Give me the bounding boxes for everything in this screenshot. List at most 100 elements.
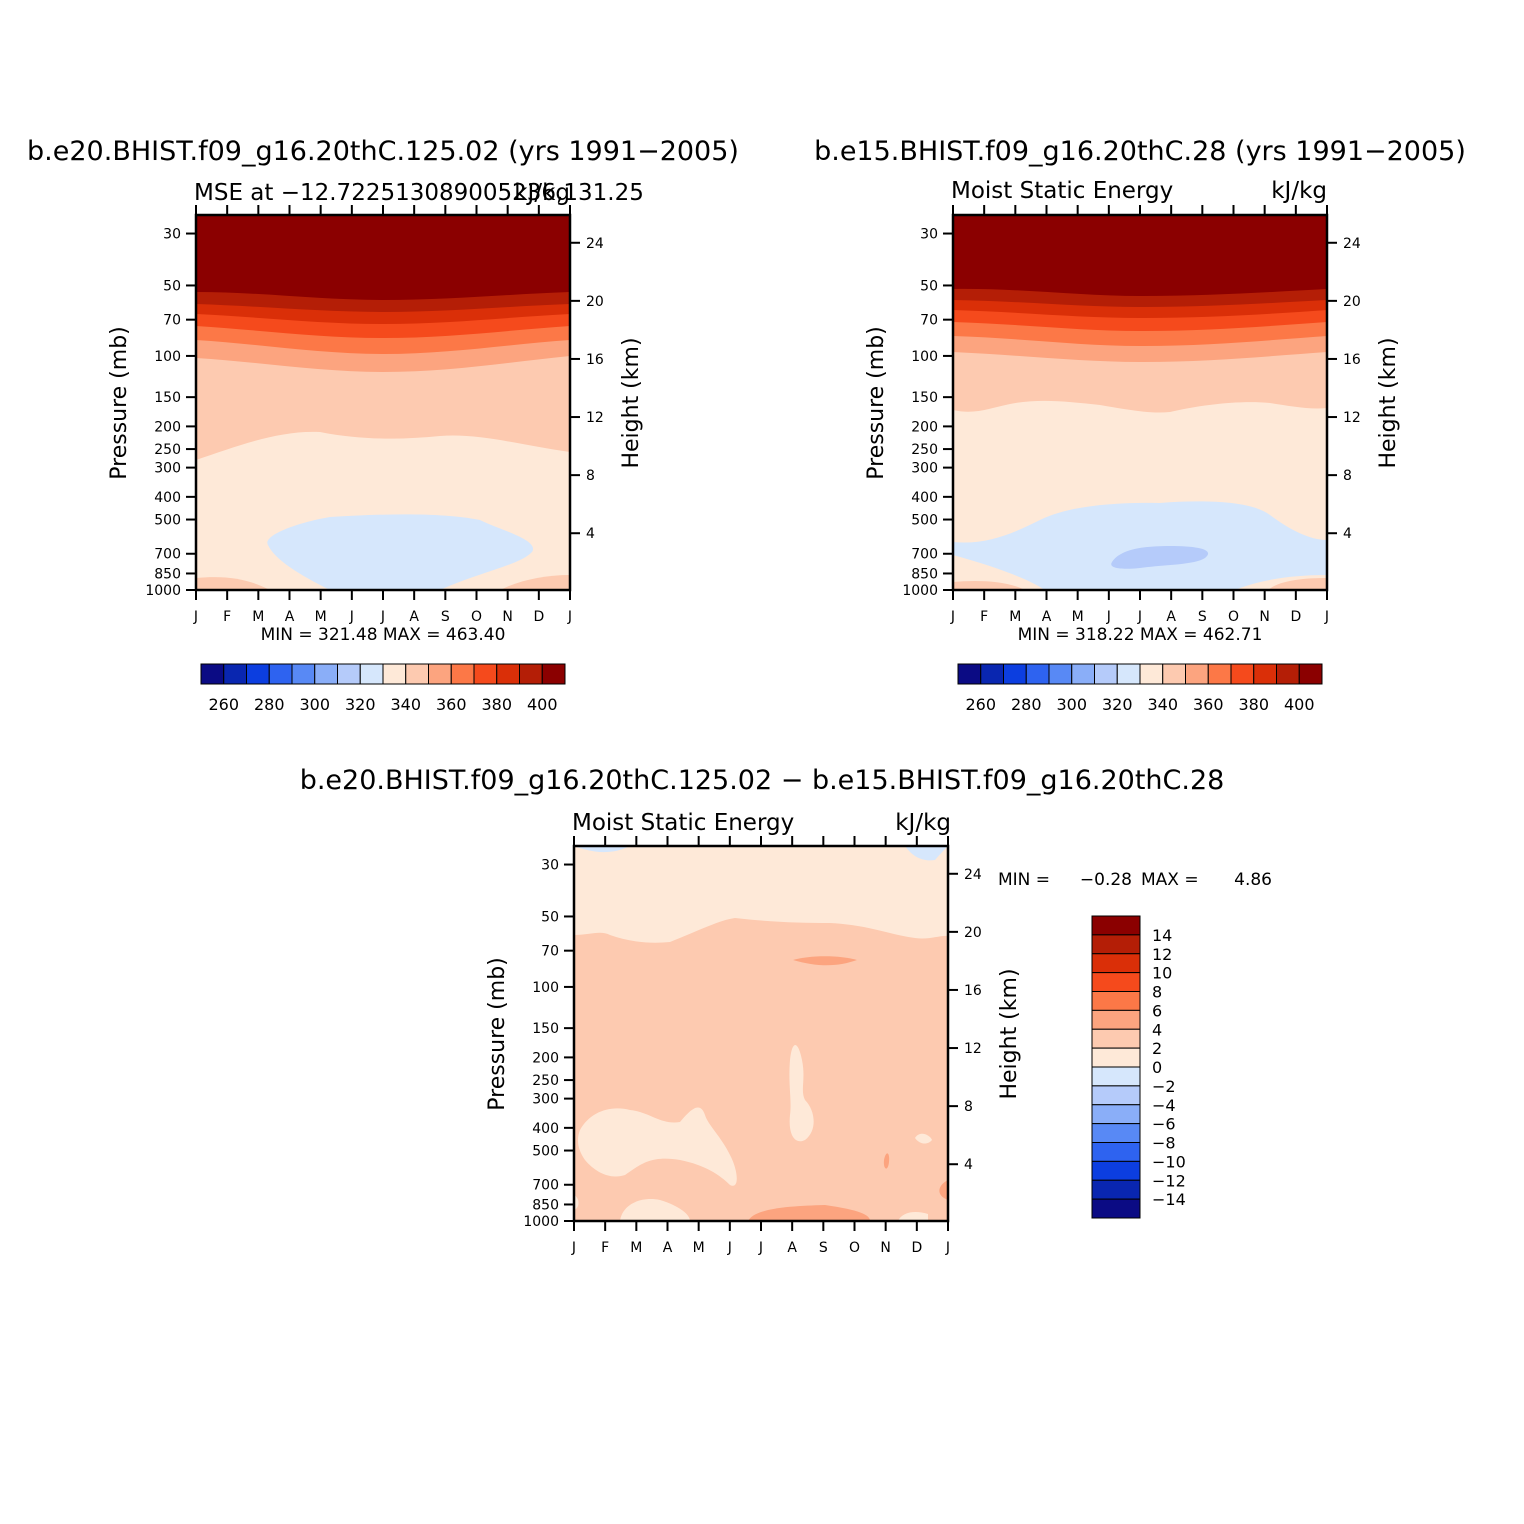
right-ylabel: Pressure (mb) — [864, 326, 889, 480]
colorbar-label: 400 — [527, 695, 558, 714]
colorbar-box — [382, 663, 407, 685]
ytick-label: 150 — [532, 1021, 559, 1037]
colorbar-box — [519, 663, 543, 685]
xtick-label: J — [567, 609, 572, 625]
ytick-right-label: 16 — [586, 352, 604, 368]
ytick-right-label: 20 — [964, 925, 982, 941]
left-panel: b.e20.BHIST.f09_g16.20thC.125.02 (yrs 19… — [27, 136, 739, 714]
ytick-right-label: 20 — [586, 294, 604, 310]
colorbar-box — [450, 663, 475, 685]
colorbar-label: 280 — [254, 695, 285, 714]
ytick-label: 400 — [532, 1121, 559, 1137]
colorbar-label: 380 — [481, 695, 512, 714]
ytick-label: 500 — [154, 513, 181, 529]
diff-fill-0-2-lower — [577, 1107, 737, 1186]
colorbar-box — [1116, 663, 1141, 685]
xtick-label: S — [1198, 609, 1207, 625]
ytick-label: 850 — [911, 566, 938, 582]
ytick-label: 200 — [532, 1050, 559, 1066]
colorbar-box — [1091, 972, 1141, 992]
ytick-label: 30 — [541, 858, 559, 874]
colorbar-box — [1091, 991, 1141, 1011]
colorbar-box — [1071, 663, 1095, 685]
colorbar-label: −10 — [1152, 1152, 1186, 1171]
ytick-label: 850 — [154, 566, 181, 582]
right-units: kJ/kg — [1271, 178, 1327, 204]
right-panel: b.e15.BHIST.f09_g16.20thC.28 (yrs 1991−2… — [814, 136, 1466, 714]
ytick-label: 500 — [911, 513, 938, 529]
colorbar-label: 4 — [1152, 1020, 1162, 1039]
colorbar-box — [1162, 663, 1186, 685]
left-min-max: MIN = 321.48 MAX = 463.40 — [261, 625, 506, 645]
xtick-label: F — [601, 1240, 609, 1256]
ytick-label: 500 — [532, 1144, 559, 1160]
ytick-right-label: 24 — [586, 236, 604, 252]
colorbar-box — [1091, 1142, 1141, 1162]
colorbar-label: 10 — [1152, 964, 1172, 983]
right-contour-field — [953, 215, 1327, 590]
colorbar-label: 320 — [345, 695, 376, 714]
colorbar-box — [223, 663, 247, 685]
diff-max-label: MAX = — [1141, 870, 1199, 890]
ytick-right-label: 4 — [964, 1157, 973, 1173]
xtick-label: D — [911, 1240, 922, 1256]
right-subtitle: Moist Static Energy — [951, 178, 1173, 204]
ytick-label: 1000 — [902, 583, 938, 599]
diff-main-title: b.e20.BHIST.f09_g16.20thC.125.02 − b.e15… — [300, 765, 1225, 796]
left-surface-340-right — [500, 575, 570, 590]
ytick-label: 100 — [154, 349, 181, 365]
colorbar-label: 300 — [299, 695, 330, 714]
ytick-label: 150 — [154, 390, 181, 406]
ytick-label: 700 — [911, 547, 938, 563]
ytick-right-label: 12 — [586, 410, 604, 426]
colorbar-box — [246, 663, 270, 685]
colorbar-label: 6 — [1152, 1001, 1162, 1020]
colorbar-box — [405, 663, 429, 685]
right-fill-310 — [1111, 546, 1209, 569]
colorbar-box — [314, 663, 338, 685]
colorbar-box — [1091, 1085, 1141, 1106]
colorbar-box — [1230, 663, 1255, 685]
colorbar-box — [291, 663, 316, 685]
left-subtitle: MSE at −12.722513089005236,131.25 — [194, 180, 644, 206]
colorbar-box — [1091, 1104, 1141, 1125]
diff-fill-4-6-spot — [883, 1153, 890, 1169]
colorbar-box — [337, 663, 361, 685]
ytick-label: 70 — [920, 313, 938, 329]
colorbar-label: −14 — [1152, 1190, 1186, 1209]
diff-fill-neg-left — [574, 846, 630, 853]
ytick-label: 700 — [532, 1178, 559, 1194]
colorbar-label: −8 — [1152, 1134, 1176, 1153]
diff-fill-0-2-spot — [915, 1133, 932, 1144]
colorbar-box — [1091, 1179, 1141, 1200]
ytick-label: 200 — [154, 419, 181, 435]
colorbar-box — [1207, 663, 1232, 685]
ytick-label: 70 — [541, 944, 559, 960]
diff-min-label: MIN = — [998, 870, 1050, 890]
diff-fill-4-6-edge — [939, 1180, 948, 1200]
right-fill-400 — [953, 215, 1327, 296]
ytick-right-label: 24 — [964, 867, 982, 883]
right-fill-320 — [953, 501, 1327, 590]
xtick-label: J — [1324, 609, 1329, 625]
xtick-label: A — [787, 1240, 797, 1256]
ytick-right-label: 8 — [964, 1099, 973, 1115]
colorbar-box — [1091, 915, 1141, 936]
colorbar-box — [1091, 1009, 1141, 1030]
ytick-right-label: 20 — [1343, 294, 1361, 310]
ytick-label: 1000 — [145, 583, 181, 599]
right-min-max: MIN = 318.22 MAX = 462.71 — [1018, 625, 1263, 645]
xtick-label: A — [663, 1240, 673, 1256]
colorbar-label: 8 — [1152, 983, 1162, 1002]
diff-units: kJ/kg — [895, 810, 951, 836]
xtick-label: J — [727, 1240, 732, 1256]
xtick-label: D — [533, 609, 544, 625]
colorbar-label: 14 — [1152, 926, 1172, 945]
xtick-label: M — [252, 609, 264, 625]
colorbar-label: 360 — [436, 695, 467, 714]
colorbar-label: 260 — [965, 695, 996, 714]
xtick-label: J — [950, 609, 955, 625]
